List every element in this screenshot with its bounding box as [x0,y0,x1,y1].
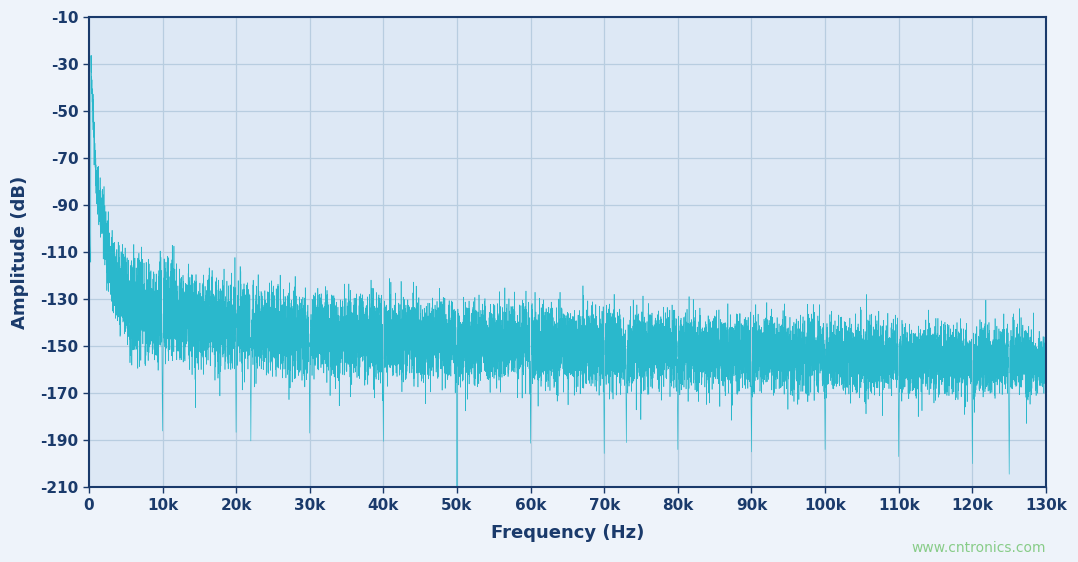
Text: www.cntronics.com: www.cntronics.com [912,541,1046,555]
X-axis label: Frequency (Hz): Frequency (Hz) [490,524,645,542]
Y-axis label: Amplitude (dB): Amplitude (dB) [11,175,29,329]
